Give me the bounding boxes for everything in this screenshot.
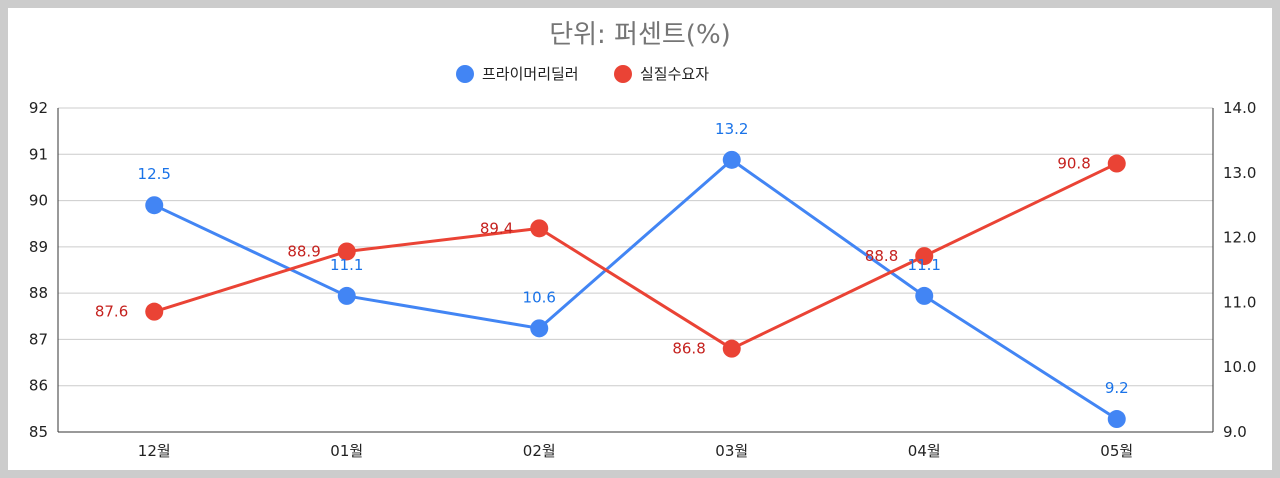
data-label: 88.9 (287, 242, 320, 260)
line-chart: 단위: 퍼센트(%) 프라이머리딜러 실질수요자 85 86 87 88 89 90 91 9… (29, 20, 1257, 460)
data-label: 90.8 (1057, 155, 1090, 173)
chart-frame: 단위: 퍼센트(%) 프라이머리딜러 실질수요자 85 86 87 88 89 90 91 9… (8, 8, 1272, 470)
y-right-tick-label: 13.0 (1223, 164, 1256, 182)
legend-label-primary-dealer: 프라이머리딜러 (482, 65, 579, 83)
y-left-tick-label: 85 (29, 423, 48, 441)
data-point (915, 286, 934, 305)
y-left-tick-label: 91 (29, 145, 48, 163)
y-left-tick-label: 89 (29, 238, 48, 256)
chart-title: 단위: 퍼센트(%) (549, 20, 731, 50)
data-labels: 12.5 11.1 10.6 13.2 11.1 9.2 87.6 88.9 89.4 86.8 8… (95, 120, 1129, 397)
data-point (530, 219, 549, 238)
data-point (1107, 410, 1126, 429)
y-right-tick-label: 9.0 (1223, 423, 1247, 441)
y-left-tick-label: 90 (29, 192, 48, 210)
data-label: 10.6 (523, 288, 556, 306)
data-label: 9.2 (1105, 379, 1129, 397)
y-left-tick-label: 86 (29, 377, 48, 395)
data-point (722, 150, 741, 169)
data-label: 13.2 (715, 120, 748, 138)
data-point (337, 242, 356, 261)
y-right-tick-label: 10.0 (1223, 358, 1256, 376)
data-label: 89.4 (480, 219, 513, 237)
legend-marker-primary-dealer (456, 65, 474, 83)
y-right-tick-label: 14.0 (1223, 99, 1256, 117)
y-left-tick-label: 92 (29, 99, 48, 117)
data-label: 86.8 (672, 340, 705, 358)
data-point (915, 247, 934, 266)
data-point (337, 286, 356, 305)
axes: 85 86 87 88 89 90 91 92 9.0 10.0 11.0 12.0 13.0 14.0 1… (29, 99, 1257, 460)
legend-label-end-user: 실질수요자 (640, 65, 709, 83)
legend: 프라이머리딜러 실질수요자 (456, 65, 709, 83)
y-right-tick-label: 12.0 (1223, 229, 1256, 247)
data-label: 87.6 (95, 303, 128, 321)
data-label: 88.8 (865, 247, 898, 265)
data-point (145, 196, 164, 215)
data-label: 11.1 (330, 256, 363, 274)
x-tick-label: 04월 (908, 442, 941, 460)
data-point (530, 319, 549, 338)
y-right-tick-label: 11.0 (1223, 293, 1256, 311)
data-label: 11.1 (908, 256, 941, 274)
data-point (722, 339, 741, 358)
y-left-tick-label: 88 (29, 284, 48, 302)
x-tick-label: 03월 (715, 442, 748, 460)
gridlines (58, 107, 1213, 433)
data-point (145, 302, 164, 321)
series-lines (153, 158, 1118, 421)
x-tick-label: 01월 (330, 442, 363, 460)
x-tick-label: 02월 (523, 442, 556, 460)
x-tick-label: 05월 (1100, 442, 1133, 460)
data-point (1107, 154, 1126, 173)
x-tick-label: 12월 (138, 442, 171, 460)
legend-marker-end-user (614, 65, 632, 83)
series-line-1 (153, 162, 1118, 351)
series-points (145, 150, 1126, 429)
y-left-tick-label: 87 (29, 330, 48, 348)
data-label: 12.5 (138, 165, 171, 183)
series-line-0 (153, 158, 1118, 421)
